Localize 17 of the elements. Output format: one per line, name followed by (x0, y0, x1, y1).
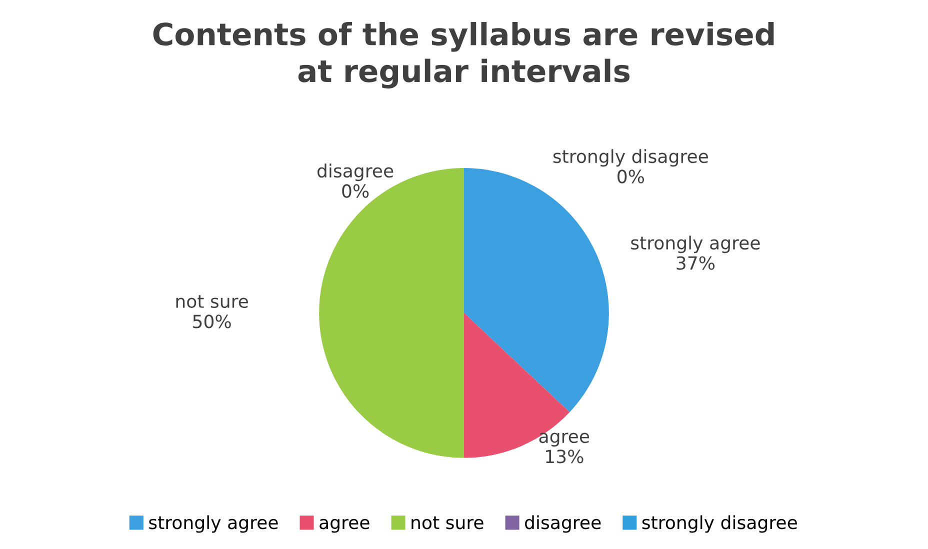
text: 0% (618, 170, 644, 184)
slice-label: agree (539, 432, 590, 447)
category-label: disagree (317, 164, 394, 182)
data-label: 50% (193, 314, 231, 328)
pie-slice (464, 168, 609, 412)
legend-label: strongly agree (149, 515, 278, 533)
data-label: 13% (546, 450, 584, 464)
chart-title: Contents of the syllabus are revised at regular intervals (153, 22, 774, 89)
data-label: 37% (676, 256, 715, 270)
legend-label: strongly disagree (642, 515, 797, 533)
slice-label: not sure (176, 295, 248, 308)
text: 0% (342, 184, 369, 198)
legend-label: not sure (412, 516, 484, 530)
category-label: strongly disagree (553, 149, 708, 167)
slice-label: strongly agree (631, 236, 760, 254)
legend-label: disagree (525, 515, 601, 533)
legend-label: agree (320, 518, 370, 533)
